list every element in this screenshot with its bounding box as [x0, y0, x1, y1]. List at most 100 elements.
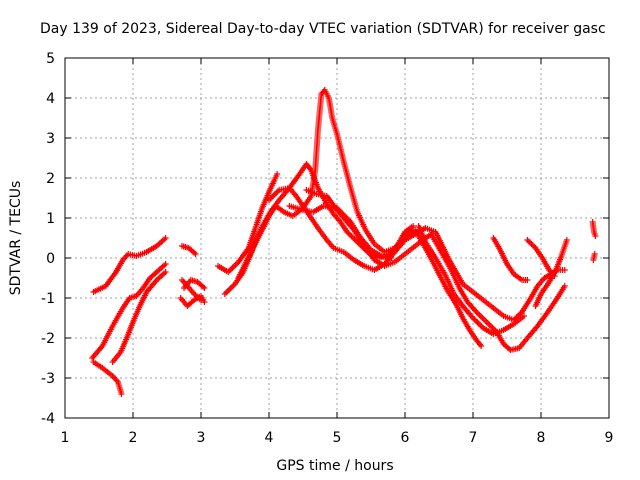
data-point [196, 295, 203, 302]
data-point [348, 233, 355, 240]
x-axis-label: GPS time / hours [276, 458, 393, 474]
data-point [201, 299, 208, 305]
y-axis-label: SDTVAR / TECUs [8, 181, 24, 296]
data-point [524, 277, 531, 283]
data-point [516, 311, 523, 318]
data-point [472, 317, 479, 324]
data-point [221, 291, 228, 297]
data-point [513, 314, 520, 321]
x-tick-label: 1 [61, 430, 70, 446]
chart-title: Day 139 of 2023, Sidereal Day-to-day VTE… [40, 21, 606, 37]
data-point [475, 320, 482, 327]
data-point [118, 391, 125, 397]
y-tick-label: 1 [46, 211, 55, 227]
data-point [274, 171, 281, 177]
data-point [471, 316, 478, 323]
data-point [200, 283, 207, 290]
data-point [192, 251, 199, 257]
data-point [189, 298, 196, 305]
data-track [589, 219, 599, 239]
x-tick-label: 7 [469, 430, 478, 446]
data-point [229, 264, 236, 271]
data-point [510, 317, 517, 323]
data-track [402, 227, 485, 349]
data-track [490, 235, 531, 283]
data-point [162, 235, 169, 241]
data-point [231, 263, 238, 270]
data-point [477, 313, 484, 320]
data-track [178, 243, 199, 257]
data-point [347, 231, 354, 238]
data-track [532, 237, 570, 309]
x-tick-label: 4 [265, 430, 274, 446]
data-point [480, 316, 487, 323]
data-track [429, 233, 568, 353]
data-point [474, 319, 481, 326]
data-track [89, 261, 169, 361]
data-point [478, 343, 485, 349]
data-point [201, 285, 208, 291]
data-point [529, 242, 536, 249]
data-point [528, 241, 535, 247]
data-point [271, 191, 278, 198]
data-point [482, 317, 489, 324]
data-point [483, 319, 490, 325]
data-track [109, 269, 169, 365]
data-track [415, 223, 527, 337]
data-track [215, 171, 281, 275]
data-point [226, 267, 233, 274]
x-tick-label: 8 [537, 430, 546, 446]
data-point [525, 238, 532, 245]
data-point [512, 315, 519, 322]
data-point [162, 269, 169, 275]
data-track [90, 359, 125, 397]
data-point [479, 314, 486, 321]
x-tick-label: 5 [333, 430, 342, 446]
data-point [561, 267, 568, 273]
data-point [198, 297, 204, 303]
y-tick-label: -4 [41, 411, 55, 427]
data-point [514, 313, 521, 319]
data-point [232, 261, 239, 268]
data-point [224, 288, 231, 295]
data-point [229, 283, 236, 290]
y-tick-label: 4 [46, 91, 55, 107]
data-point [485, 320, 492, 327]
y-tick-label: -1 [41, 291, 55, 307]
data-point [226, 286, 233, 293]
data-point [162, 261, 169, 267]
data-point [591, 251, 598, 257]
data-point [474, 310, 481, 317]
data-point [223, 289, 230, 296]
y-tick-label: -2 [41, 331, 55, 347]
data-point [191, 249, 198, 256]
data-point [521, 313, 527, 319]
y-tick-label: 2 [46, 171, 55, 187]
x-tick-label: 9 [605, 430, 614, 446]
x-tick-labels: 1 2 3 4 5 6 7 8 9 [61, 430, 614, 446]
data-track [422, 225, 568, 323]
data-point [486, 321, 493, 328]
data-track [90, 235, 169, 295]
data-track [178, 277, 204, 303]
data-point [592, 233, 599, 239]
data-track [286, 203, 395, 261]
data-point [388, 255, 395, 261]
axis-ticks [64, 57, 610, 419]
data-point [270, 192, 277, 199]
data-point [563, 237, 570, 243]
data-point [561, 283, 568, 289]
x-tick-label: 3 [197, 430, 206, 446]
data-point [273, 189, 280, 196]
y-tick-label: 3 [46, 131, 55, 147]
data-point [527, 239, 534, 246]
data-point [227, 285, 234, 292]
y-tick-label: 5 [46, 51, 55, 67]
y-tick-label: -3 [41, 371, 55, 387]
data-point [517, 310, 524, 317]
x-tick-label: 6 [401, 430, 410, 446]
data-track [177, 293, 208, 309]
data-point [476, 311, 483, 318]
y-tick-label: 0 [46, 251, 55, 267]
